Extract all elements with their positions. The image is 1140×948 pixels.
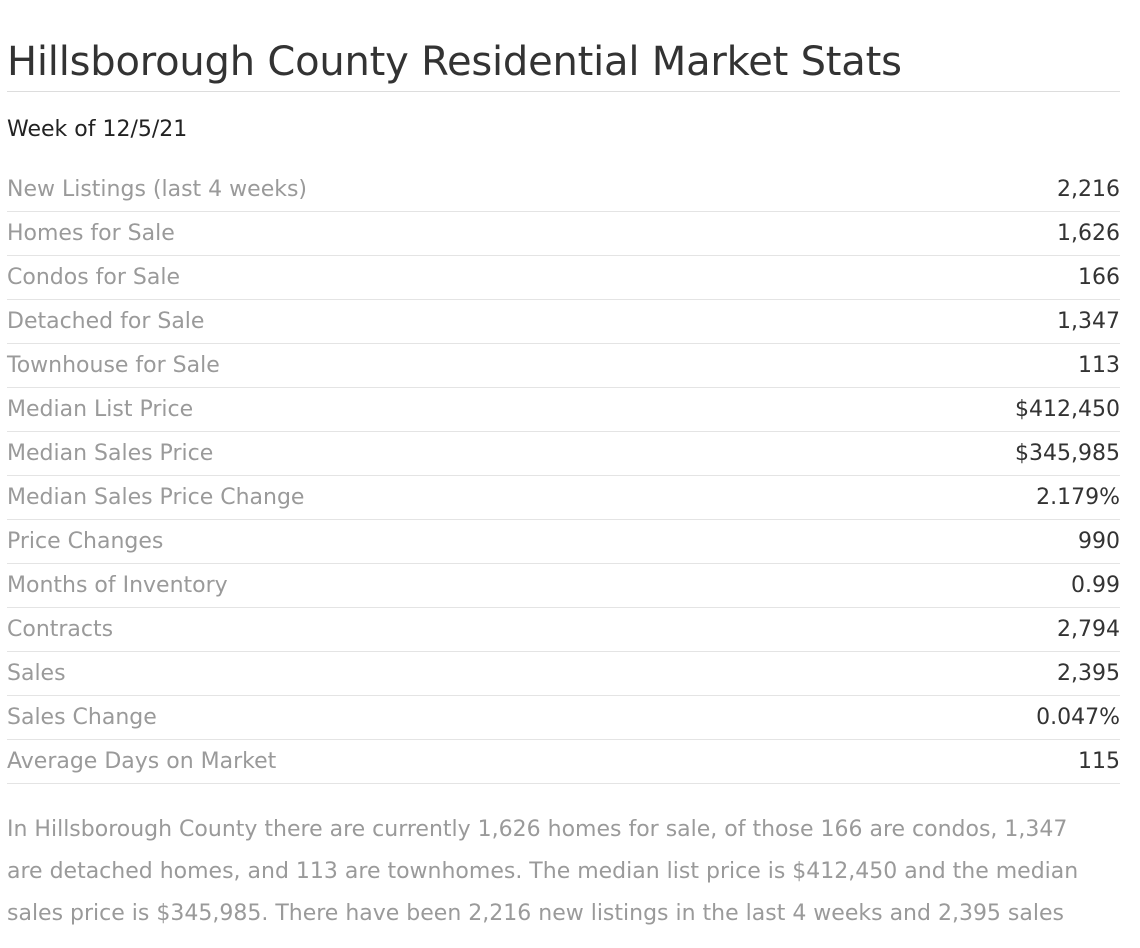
stat-label: Median Sales Price [7, 441, 214, 466]
stat-value: 166 [1078, 265, 1120, 290]
stat-row-sales-change: Sales Change 0.047% [7, 696, 1120, 740]
stat-value: $345,985 [1015, 441, 1120, 466]
stat-value: 2,216 [1057, 177, 1120, 202]
stat-row-median-sales-price: Median Sales Price $345,985 [7, 432, 1120, 476]
stat-value: 0.99 [1071, 573, 1120, 598]
stat-row-sales: Sales 2,395 [7, 652, 1120, 696]
stat-row-new-listings: New Listings (last 4 weeks) 2,216 [7, 168, 1120, 212]
stat-row-price-changes: Price Changes 990 [7, 520, 1120, 564]
stat-label: Detached for Sale [7, 309, 205, 334]
stat-value: 2,794 [1057, 617, 1120, 642]
stat-label: Sales [7, 661, 66, 686]
stat-label: New Listings (last 4 weeks) [7, 177, 308, 202]
stat-row-median-sales-price-change: Median Sales Price Change 2.179% [7, 476, 1120, 520]
stat-row-condos-for-sale: Condos for Sale 166 [7, 256, 1120, 300]
week-label: Week of 12/5/21 [7, 117, 188, 142]
title-divider [7, 91, 1120, 92]
stat-row-homes-for-sale: Homes for Sale 1,626 [7, 212, 1120, 256]
stats-table: New Listings (last 4 weeks) 2,216 Homes … [7, 168, 1120, 784]
summary-paragraph: In Hillsborough County there are current… [7, 817, 1079, 926]
stat-row-median-list-price: Median List Price $412,450 [7, 388, 1120, 432]
stat-label: Sales Change [7, 705, 157, 730]
stat-value: 0.047% [1036, 705, 1120, 730]
stat-value: 990 [1078, 529, 1120, 554]
stat-value: 1,347 [1057, 309, 1120, 334]
stat-value: 2.179% [1036, 485, 1120, 510]
stat-label: Months of Inventory [7, 573, 228, 598]
stat-row-contracts: Contracts 2,794 [7, 608, 1120, 652]
stat-label: Average Days on Market [7, 749, 277, 774]
page-title: Hillsborough County Residential Market S… [7, 39, 902, 85]
stat-row-townhouse-for-sale: Townhouse for Sale 113 [7, 344, 1120, 388]
stat-label: Homes for Sale [7, 221, 175, 246]
stat-row-average-days-on-market: Average Days on Market 115 [7, 740, 1120, 784]
stat-row-detached-for-sale: Detached for Sale 1,347 [7, 300, 1120, 344]
stat-label: Price Changes [7, 529, 164, 554]
stat-row-months-of-inventory: Months of Inventory 0.99 [7, 564, 1120, 608]
stat-value: 115 [1078, 749, 1120, 774]
stat-value: 113 [1078, 353, 1120, 378]
stat-label: Median Sales Price Change [7, 485, 305, 510]
stat-value: 1,626 [1057, 221, 1120, 246]
stat-label: Townhouse for Sale [7, 353, 220, 378]
stat-label: Median List Price [7, 397, 194, 422]
stat-value: $412,450 [1015, 397, 1120, 422]
stat-value: 2,395 [1057, 661, 1120, 686]
stat-label: Contracts [7, 617, 114, 642]
stat-label: Condos for Sale [7, 265, 180, 290]
